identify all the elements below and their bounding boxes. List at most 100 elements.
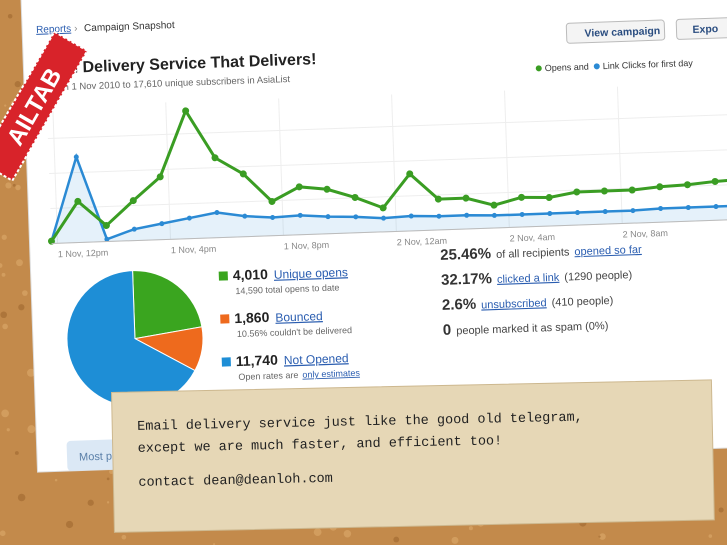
export-button[interactable]	[675, 17, 727, 40]
point	[656, 183, 664, 191]
x-tick-label: 2 Nov, 4am	[510, 232, 556, 244]
grid-line	[391, 94, 397, 232]
legend-swatch	[218, 271, 228, 281]
grid-line	[165, 102, 171, 240]
x-tick-label: 1 Nov, 4pm	[171, 244, 217, 256]
cork-speck	[14, 451, 19, 455]
note-text: 14,590 total opens to date	[235, 282, 339, 296]
pie-slice	[132, 270, 203, 340]
point	[381, 215, 387, 221]
point	[182, 107, 190, 115]
cork-speck	[1, 409, 9, 418]
cork-speck	[598, 535, 601, 538]
point	[297, 212, 303, 218]
legend-swatch	[221, 357, 231, 367]
point	[129, 197, 137, 205]
legend-dot	[535, 65, 542, 72]
stat-row: 2.6% unsubscribed (410 people)	[442, 291, 614, 314]
value-label: 1,860	[234, 309, 270, 326]
point	[545, 194, 553, 202]
point	[353, 214, 359, 220]
cork-speck	[708, 534, 713, 538]
cork-speck	[14, 81, 21, 88]
cork-speck	[451, 536, 459, 544]
breadcrumb-link[interactable]: Reports	[36, 24, 71, 36]
breadcrumb-current: Campaign Snapshot	[84, 20, 175, 34]
point	[713, 204, 719, 210]
cork-speck	[17, 493, 26, 502]
legend-row: 1,860 Bounced	[234, 307, 323, 326]
x-tick-label: 2 Nov, 12am	[397, 236, 448, 248]
value-label: 4,010	[233, 266, 269, 283]
point	[325, 214, 331, 220]
grid-line	[616, 86, 623, 224]
legend-row: 11,740 Not Opened	[236, 349, 349, 369]
cork-speck	[27, 368, 35, 377]
cork-speck	[1, 272, 6, 277]
cork-speck	[16, 259, 23, 267]
point	[186, 215, 192, 221]
x-tick-label: 1 Nov, 12pm	[58, 247, 109, 259]
stats: 25.46% of all recipients opened so far 32.1…	[440, 240, 642, 339]
point	[547, 210, 553, 216]
legend-note: 14,590 total opens to date	[235, 282, 339, 296]
point	[574, 210, 580, 216]
stat-text: (410 people)	[551, 295, 613, 309]
tab-label: Most po	[79, 450, 119, 463]
legend-link[interactable]: Not Opened	[284, 351, 349, 367]
point	[156, 173, 164, 181]
note-contact: contact dean@deanloh.com	[138, 472, 333, 491]
line	[50, 107, 727, 243]
stat-link[interactable]: opened so far	[574, 244, 642, 258]
legend-note: 10.56% couldn't be delivered	[237, 325, 353, 339]
point	[436, 213, 442, 219]
point	[406, 170, 414, 178]
breadcrumb-separator: ›	[74, 23, 78, 34]
note-text: Open rates are	[238, 370, 298, 382]
point	[519, 211, 525, 217]
note-link[interactable]: only estimates	[302, 368, 360, 380]
stat-text: of all recipients	[496, 246, 570, 261]
cork-speck	[22, 290, 28, 296]
stat-figure: 0	[443, 322, 452, 339]
legend-row: 4,010 Unique opens	[233, 263, 349, 283]
cork-speck	[18, 304, 25, 311]
stat-link[interactable]: clicked a link	[497, 272, 560, 286]
point	[711, 177, 719, 185]
area	[51, 156, 727, 244]
stat-row: 25.46% of all recipients opened so far	[440, 240, 642, 264]
point	[602, 209, 608, 215]
cork-speck	[65, 520, 74, 529]
cork-speck	[87, 499, 94, 506]
cork-speck	[0, 530, 6, 537]
button-label: Expo	[692, 23, 718, 36]
cork-speck	[393, 536, 400, 543]
cork-speck	[7, 13, 13, 19]
legend-link[interactable]: Unique opens	[274, 265, 349, 282]
point	[102, 222, 110, 230]
point	[517, 193, 525, 201]
point	[408, 213, 414, 219]
line	[50, 152, 727, 242]
point	[434, 195, 442, 203]
point	[658, 205, 664, 211]
point	[323, 185, 331, 193]
point	[379, 204, 387, 212]
stat-row: 32.17% clicked a link (1290 people)	[441, 265, 633, 289]
point	[214, 210, 220, 216]
legend-note: Open rates are only estimates	[238, 368, 360, 382]
point	[242, 213, 248, 219]
pie-chart	[66, 270, 204, 408]
legend: Opens and Link Clicks for first day	[535, 58, 693, 73]
stat-link[interactable]: unsubscribed	[481, 297, 547, 311]
legend-link[interactable]: Bounced	[275, 309, 323, 325]
cork-speck	[12, 183, 16, 187]
stat-figure: 32.17%	[441, 270, 492, 289]
view-campaign-button[interactable]	[565, 19, 666, 44]
cork-speck	[106, 477, 110, 481]
note: Email delivery service just like the goo…	[111, 379, 715, 533]
point	[462, 194, 470, 202]
point	[351, 193, 359, 201]
point	[211, 154, 219, 162]
